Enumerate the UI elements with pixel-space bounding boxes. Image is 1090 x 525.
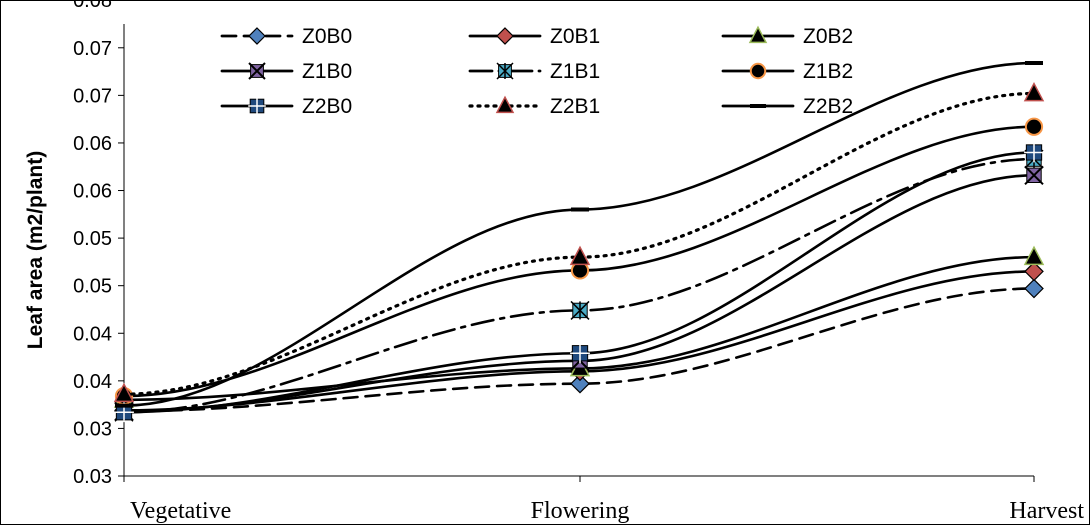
marker-triangle	[748, 25, 768, 44]
legend-item-Z1B1: Z1B1	[468, 60, 600, 83]
y-tick-label: 0.07	[73, 38, 112, 60]
legend-item-Z2B1: Z2B1	[468, 95, 600, 118]
series-Z2B2	[115, 61, 1043, 408]
marker-triangle	[1023, 245, 1045, 266]
legend-label: Z0B0	[302, 25, 352, 48]
series-Z2B1	[113, 81, 1045, 403]
marker-square-plus	[1024, 142, 1044, 163]
legend-item-Z2B0: Z2B0	[220, 95, 352, 118]
marker-stroke	[248, 62, 266, 80]
legend-item-Z2B2: Z2B2	[721, 95, 853, 118]
y-tick-label: 0.04	[73, 371, 112, 393]
x-tick-label: Flowering	[531, 498, 630, 524]
marker-diamond	[1024, 278, 1044, 299]
y-tick-label: 0.03	[73, 418, 112, 440]
y-tick-label: 0.06	[73, 181, 112, 203]
y-tick-label: 0.04	[73, 323, 112, 345]
marker-circle	[749, 62, 767, 80]
legend-label: Z2B0	[302, 95, 352, 118]
marker-star	[570, 300, 590, 320]
legend-label: Z1B2	[803, 60, 853, 83]
y-tick-label: 0.05	[73, 228, 112, 250]
y-tick-label: 0.06	[73, 133, 112, 155]
marker-star	[496, 62, 514, 80]
marker-triangle	[569, 245, 591, 266]
marker-x	[1024, 165, 1044, 186]
x-tick-label: Vegetative	[130, 498, 231, 524]
y-tick-label: 0.03	[73, 466, 112, 488]
legend-label: Z1B1	[550, 60, 600, 83]
y-axis-title: Leaf area (m2/plant)	[24, 151, 47, 349]
marker-x	[248, 62, 266, 80]
marker-square-plus	[248, 97, 266, 115]
series-Z2B0	[114, 142, 1044, 423]
legend-item-Z1B0: Z1B0	[220, 60, 352, 83]
legend-label: Z2B2	[803, 95, 853, 118]
marker-triangle	[1023, 81, 1045, 102]
legend-item-Z0B1: Z0B1	[468, 25, 600, 48]
y-tick-label: 0.07	[73, 85, 112, 107]
marker-diamond	[1024, 261, 1044, 282]
legend-item-Z0B2: Z0B2	[721, 25, 853, 48]
marker-diamond	[570, 373, 590, 394]
legend-label: Z2B1	[550, 95, 600, 118]
marker-stroke	[1024, 165, 1044, 186]
series-line	[122, 287, 1036, 413]
marker-circle	[1024, 117, 1044, 136]
legend-label: Z1B0	[302, 60, 352, 83]
y-tick-label: 0.08	[73, 0, 112, 12]
legend-item-Z1B2: Z1B2	[721, 60, 853, 83]
marker-triangle	[495, 95, 515, 114]
legend-label: Z0B1	[550, 25, 600, 48]
marker-triangle	[113, 382, 135, 403]
marker-diamond	[496, 27, 514, 45]
y-tick-label: 0.05	[73, 276, 112, 298]
x-tick-label: Harvest	[1009, 498, 1084, 524]
legend-item-Z0B0: Z0B0	[220, 25, 352, 48]
marker-square-plus	[570, 343, 590, 364]
legend-label: Z0B2	[803, 25, 853, 48]
marker-diamond	[248, 27, 266, 45]
